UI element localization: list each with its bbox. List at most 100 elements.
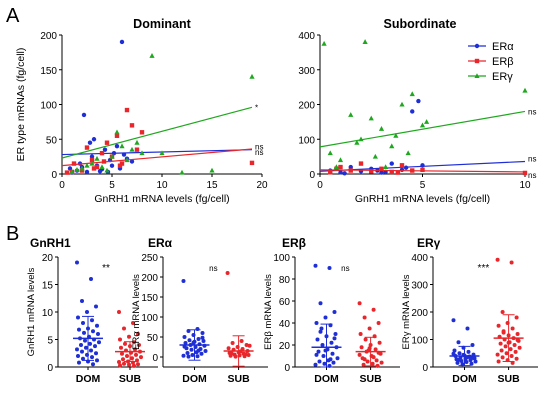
data-point [233, 354, 238, 359]
data-point [365, 359, 370, 364]
data-point [420, 167, 425, 173]
data-point [455, 360, 460, 365]
data-point [137, 343, 141, 347]
data-point [122, 326, 126, 331]
data-point [123, 341, 127, 346]
data-point [79, 165, 85, 171]
data-point [316, 349, 321, 354]
data-point [89, 348, 93, 353]
data-point [504, 351, 509, 356]
data-point [243, 352, 248, 357]
data-point [247, 343, 252, 348]
data-point [517, 345, 522, 350]
data-point [95, 323, 99, 328]
data-point [389, 143, 395, 149]
data-point [95, 358, 99, 363]
y-tick-label: 100 [141, 313, 158, 324]
x-tick-label: 10 [519, 180, 531, 191]
data-point [81, 356, 85, 361]
y-tick-label: 50 [46, 135, 58, 146]
panel-label-a: A [6, 5, 20, 27]
data-point [330, 351, 335, 356]
data-point [117, 163, 123, 168]
data-point [64, 170, 70, 175]
data-point [190, 353, 195, 357]
data-point [134, 352, 138, 357]
chart-title: ERγ [417, 236, 441, 250]
x-tick-label: 10 [156, 180, 168, 191]
data-point [97, 169, 103, 174]
data-point [199, 351, 204, 356]
data-point [89, 154, 95, 159]
x-tick-label: 0 [59, 180, 65, 191]
data-point [321, 354, 326, 358]
data-point [393, 132, 399, 138]
data-point [127, 362, 131, 367]
y-tick-label: 80 [279, 275, 291, 286]
data-point [368, 115, 374, 121]
data-point [209, 167, 215, 173]
data-point [335, 356, 340, 361]
data-point [328, 357, 333, 362]
data-point [399, 163, 405, 168]
data-point [88, 341, 92, 346]
y-tick-label: 20 [42, 253, 54, 264]
data-point [124, 157, 130, 163]
y-tick-label: 100 [411, 336, 428, 347]
chart-title: Dominant [133, 17, 191, 31]
y-axis-label: GnRH1 mRNA levels [26, 267, 37, 356]
x-tick-label: 0 [317, 180, 323, 191]
data-point [186, 354, 191, 359]
y-tick-label: 50 [147, 333, 159, 344]
y-tick-label: 200 [40, 31, 57, 42]
y-tick-label: 0 [47, 363, 53, 374]
y-axis-label: ERγ mRNA levels [401, 274, 412, 349]
data-point [84, 162, 90, 168]
data-point [91, 137, 97, 142]
data-point [230, 341, 235, 345]
data-point [84, 169, 90, 175]
data-point [93, 344, 97, 349]
data-point [200, 335, 205, 340]
y-axis-label: ERα mRNA levels [131, 274, 142, 350]
data-point [81, 321, 85, 325]
data-point [109, 163, 115, 168]
data-point [320, 343, 325, 347]
data-point [374, 358, 379, 363]
data-point [419, 122, 426, 128]
data-point [496, 323, 501, 328]
data-point [359, 345, 364, 350]
data-point [203, 349, 208, 353]
data-point [473, 359, 478, 364]
data-point [358, 161, 364, 166]
data-point [96, 332, 100, 336]
x-tick-label: 15 [206, 180, 218, 191]
data-point [182, 335, 187, 339]
data-point [181, 279, 186, 283]
data-point [318, 329, 323, 334]
data-point [201, 339, 206, 343]
data-point [342, 171, 347, 176]
data-point [512, 343, 517, 347]
data-point [318, 301, 323, 306]
legend-marker [474, 73, 480, 78]
data-point [470, 355, 475, 360]
data-point [424, 119, 430, 124]
y-tick-label: 400 [411, 253, 428, 264]
data-point [362, 315, 367, 320]
data-point [82, 330, 86, 335]
data-point [83, 338, 87, 343]
data-point [183, 341, 188, 345]
data-point [122, 361, 126, 366]
y-axis-label: ERβ mRNA levels [263, 274, 274, 350]
x-axis-label: GnRH1 mRNA levels (fg/cell) [355, 193, 490, 205]
data-point [329, 340, 334, 345]
y-tick-label: 150 [40, 66, 57, 77]
data-point [89, 277, 93, 281]
data-point [127, 334, 131, 339]
data-point [104, 167, 110, 173]
data-point [514, 356, 519, 361]
data-point [114, 129, 120, 135]
regression-line [61, 106, 253, 159]
fit-significance-label: ns [528, 171, 536, 180]
